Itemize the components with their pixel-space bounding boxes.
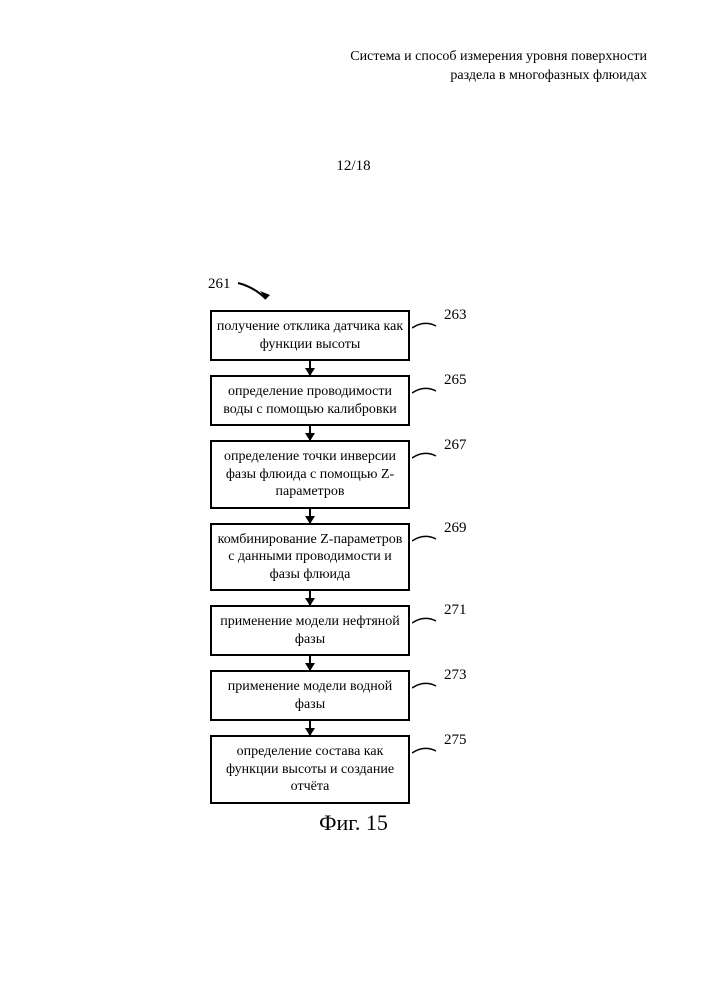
arrow-down-icon	[309, 426, 311, 440]
ref-connector-icon	[412, 385, 440, 401]
flow-step-ref: 271	[444, 601, 467, 620]
flow-step: определение точки инверсии фазы флюида с…	[210, 440, 410, 509]
doc-title: Система и способ измерения уровня поверх…	[350, 48, 647, 86]
flow-step-ref: 275	[444, 731, 467, 750]
flow-step: комбинирование Z-параметров с данными пр…	[210, 523, 410, 592]
arrow-down-icon	[309, 509, 311, 523]
ref-connector-icon	[412, 615, 440, 631]
ref-connector-icon	[412, 320, 440, 336]
flow-step-text: определение точки инверсии фазы флюида с…	[224, 449, 396, 499]
figure-label: Фиг. 15	[0, 810, 707, 836]
flow-step-ref: 265	[444, 371, 467, 390]
page-number: 12/18	[0, 158, 707, 175]
start-arrow-icon	[236, 281, 276, 305]
flowchart: получение отклика датчика как функции вы…	[210, 310, 410, 804]
flow-step-text: определение проводимости воды с помощью …	[223, 384, 397, 417]
flow-step-ref: 263	[444, 306, 467, 325]
flow-step: определение проводимости воды с помощью …	[210, 375, 410, 426]
flow-step: применение модели водной фазы 273	[210, 670, 410, 721]
start-ref-label: 261	[208, 276, 231, 293]
ref-connector-icon	[412, 745, 440, 761]
flow-step: определение состава как функции высоты и…	[210, 735, 410, 804]
flow-step-ref: 267	[444, 436, 467, 455]
flow-step-text: получение отклика датчика как функции вы…	[217, 319, 403, 352]
flow-step-text: комбинирование Z-параметров с данными пр…	[218, 532, 403, 582]
arrow-down-icon	[309, 361, 311, 375]
flow-step: получение отклика датчика как функции вы…	[210, 310, 410, 361]
doc-title-line2: раздела в многофазных флюидах	[350, 67, 647, 86]
flow-step: применение модели нефтяной фазы 271	[210, 605, 410, 656]
ref-connector-icon	[412, 533, 440, 549]
arrow-down-icon	[309, 656, 311, 670]
ref-connector-icon	[412, 680, 440, 696]
flow-step-ref: 273	[444, 666, 467, 685]
flow-step-ref: 269	[444, 519, 467, 538]
arrow-down-icon	[309, 721, 311, 735]
flow-step-text: определение состава как функции высоты и…	[226, 744, 394, 794]
doc-title-line1: Система и способ измерения уровня поверх…	[350, 48, 647, 67]
ref-connector-icon	[412, 450, 440, 466]
flow-step-text: применение модели водной фазы	[228, 679, 392, 712]
arrow-down-icon	[309, 591, 311, 605]
flow-step-text: применение модели нефтяной фазы	[220, 614, 400, 647]
